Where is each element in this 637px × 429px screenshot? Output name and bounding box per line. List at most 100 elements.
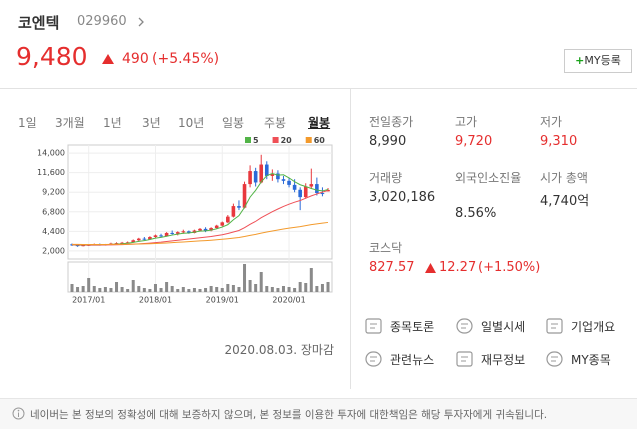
legend-swatch [245,137,251,143]
link-label: MY종목 [571,352,611,367]
tab[interactable]: 3년 [142,116,161,130]
notice-bar: 네이버는 본 정보의 정확성에 대해 보증하지 않으며, 본 정보를 이용한 투… [0,398,637,429]
link-icon [456,318,473,334]
tab[interactable]: 주봉 [264,116,287,130]
link-icon [365,351,382,367]
volume-bar [115,282,119,292]
candle-body [303,186,308,198]
candle-body [281,179,286,181]
candle-body [287,180,291,185]
volume-bar [226,284,230,292]
stat-label: 외국인소진율 [455,171,522,185]
y-tick-label: 2,000 [42,246,65,255]
index-value: 827.57 [369,260,415,275]
volume-bar [198,289,202,292]
volume-bar [293,288,297,292]
button-label: MY등록 [584,54,621,67]
stat-value: 4,740억 [540,194,590,209]
up-triangle [102,54,114,64]
candle-body [164,232,169,237]
tab[interactable]: 3개월 [55,116,85,130]
legend-swatch [272,137,279,143]
volume-bar [215,287,219,292]
volume-bar [209,286,213,292]
stat-label: 시가 총액 [540,171,588,185]
volume-bar [142,288,146,292]
candle-body [209,228,213,231]
volume-bar [243,264,247,292]
candle-body [198,228,202,231]
link-label: 재무정보 [481,352,526,367]
change: 490 [122,51,149,67]
index-label: 코스닥 [369,241,403,255]
plot-frame [67,144,333,260]
candle-body [231,206,236,217]
volume-bar [153,284,157,292]
tab[interactable]: 일봉 [222,116,245,130]
tab[interactable]: 1년 [103,116,122,130]
stat-label: 거래량 [369,171,403,185]
volume-bar [148,289,152,292]
link[interactable]: 종목토론 [364,316,434,336]
volume-bar [220,288,224,292]
link-label: 일별시세 [481,319,526,334]
tab[interactable]: 10년 [178,116,205,130]
candle-body [270,173,275,176]
volume-bar [204,288,208,292]
stock-code[interactable]: 029960 [77,14,127,29]
stat-value: 9,310 [540,134,578,149]
stat-value: 8.56% [455,206,497,221]
y-tick-label: 4,400 [42,227,65,236]
volume-bar [248,280,252,292]
link[interactable]: 재무정보 [455,349,525,369]
my-register-button[interactable]: +MY등록 [564,49,632,73]
volume-bar [81,286,85,292]
x-tick-label: 2019/01 [206,296,239,305]
stock-name[interactable]: 코엔텍 [18,14,60,32]
index-rate: (+1.50%) [478,260,541,275]
candle-body [214,225,219,229]
link-icon [365,318,382,334]
y-tick-label: 11,600 [37,168,65,177]
change-rate: (+5.45%) [152,51,220,67]
volume-bar [281,286,285,292]
tab[interactable]: 1일 [18,116,37,130]
ma-line [71,189,329,246]
stat-value: 9,720 [455,134,493,149]
link[interactable]: MY종목 [545,349,611,369]
ma-line [71,221,329,246]
x-tick-label: 2020/01 [272,296,305,305]
volume-bar [276,288,280,292]
plus: + [575,54,585,67]
volume-bar [103,287,107,292]
legend-label: 20 [281,136,293,145]
stat-value: 3,020,186 [369,190,436,205]
candle-body [320,193,325,195]
legend-label: 5 [253,136,259,145]
link[interactable]: 일별시세 [455,316,525,336]
link[interactable]: 관련뉴스 [364,349,434,369]
volume-bar [176,289,180,292]
link-label: 종목토론 [390,319,435,334]
candle-body [187,231,191,233]
volume-bar [131,280,135,292]
candle-body [242,184,247,208]
date-note: 2020.08.03. 장마감 [224,343,334,357]
candle-body [175,232,180,234]
candle-body [181,231,186,233]
volume-bar [287,287,291,292]
stat-label: 고가 [455,115,478,129]
link-icon [456,351,473,367]
volume-bar [309,268,313,292]
price: 9,480 [16,42,88,71]
link-label: 관련뉴스 [390,352,435,367]
volume-bar [320,284,324,292]
candle-body [298,189,302,198]
stat-label: 전일종가 [369,115,414,129]
link[interactable]: 기업개요 [545,316,615,336]
volume-bar [170,286,174,292]
candle-body [292,184,297,190]
tab[interactable]: 월봉 [308,116,331,130]
candle-body [253,171,258,183]
